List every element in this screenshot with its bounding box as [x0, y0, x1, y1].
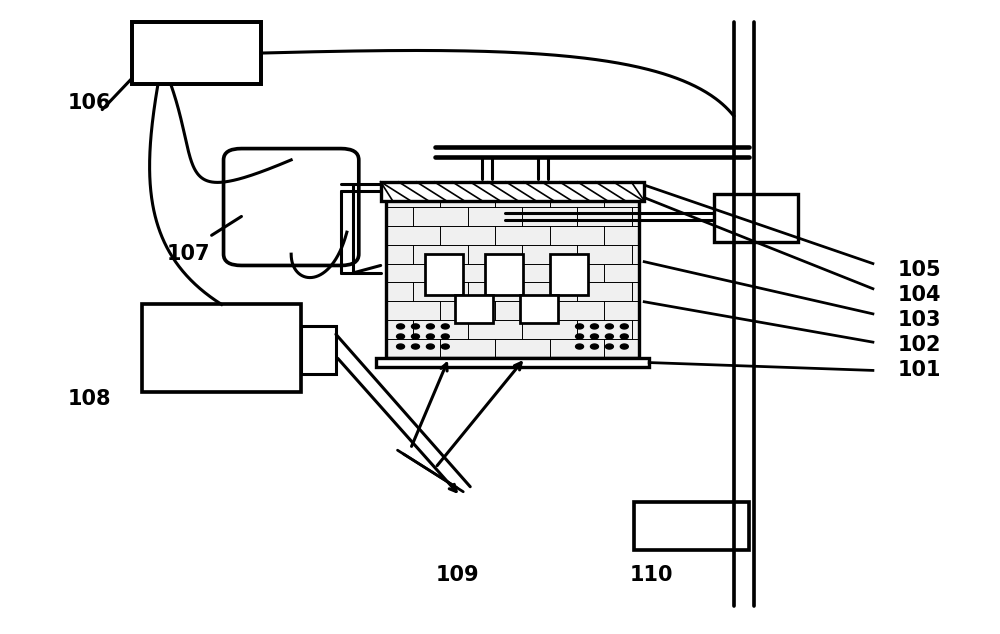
Bar: [485, 254, 523, 295]
Bar: [550, 254, 588, 295]
Circle shape: [397, 344, 405, 349]
Text: 105: 105: [898, 260, 941, 280]
Text: 104: 104: [898, 285, 941, 305]
Circle shape: [576, 344, 584, 349]
Bar: [132, 22, 261, 84]
Bar: [634, 502, 749, 550]
Circle shape: [605, 324, 613, 329]
Circle shape: [426, 344, 434, 349]
Circle shape: [620, 334, 628, 339]
Bar: [376, 358, 649, 367]
Text: 101: 101: [898, 360, 941, 380]
Circle shape: [590, 344, 598, 349]
Bar: [381, 182, 644, 201]
Bar: [520, 295, 558, 323]
Text: 108: 108: [67, 389, 111, 409]
Text: 110: 110: [629, 565, 673, 585]
Bar: [386, 198, 639, 358]
Text: 109: 109: [435, 565, 479, 585]
Circle shape: [426, 324, 434, 329]
Circle shape: [620, 344, 628, 349]
Circle shape: [397, 334, 405, 339]
Circle shape: [590, 334, 598, 339]
Circle shape: [411, 344, 419, 349]
FancyBboxPatch shape: [224, 148, 359, 266]
Bar: [301, 327, 336, 373]
Circle shape: [441, 344, 449, 349]
Circle shape: [605, 344, 613, 349]
Bar: [142, 304, 301, 392]
Circle shape: [590, 324, 598, 329]
Circle shape: [620, 324, 628, 329]
Text: 103: 103: [898, 310, 941, 330]
Text: 102: 102: [898, 335, 941, 355]
Circle shape: [441, 334, 449, 339]
Bar: [714, 195, 798, 242]
Circle shape: [411, 324, 419, 329]
Circle shape: [576, 334, 584, 339]
Bar: [425, 254, 463, 295]
Circle shape: [397, 324, 405, 329]
Circle shape: [605, 334, 613, 339]
Text: 106: 106: [67, 93, 111, 113]
Circle shape: [576, 324, 584, 329]
Circle shape: [426, 334, 434, 339]
Circle shape: [411, 334, 419, 339]
Text: 107: 107: [167, 244, 210, 264]
Circle shape: [441, 324, 449, 329]
Bar: [455, 295, 493, 323]
